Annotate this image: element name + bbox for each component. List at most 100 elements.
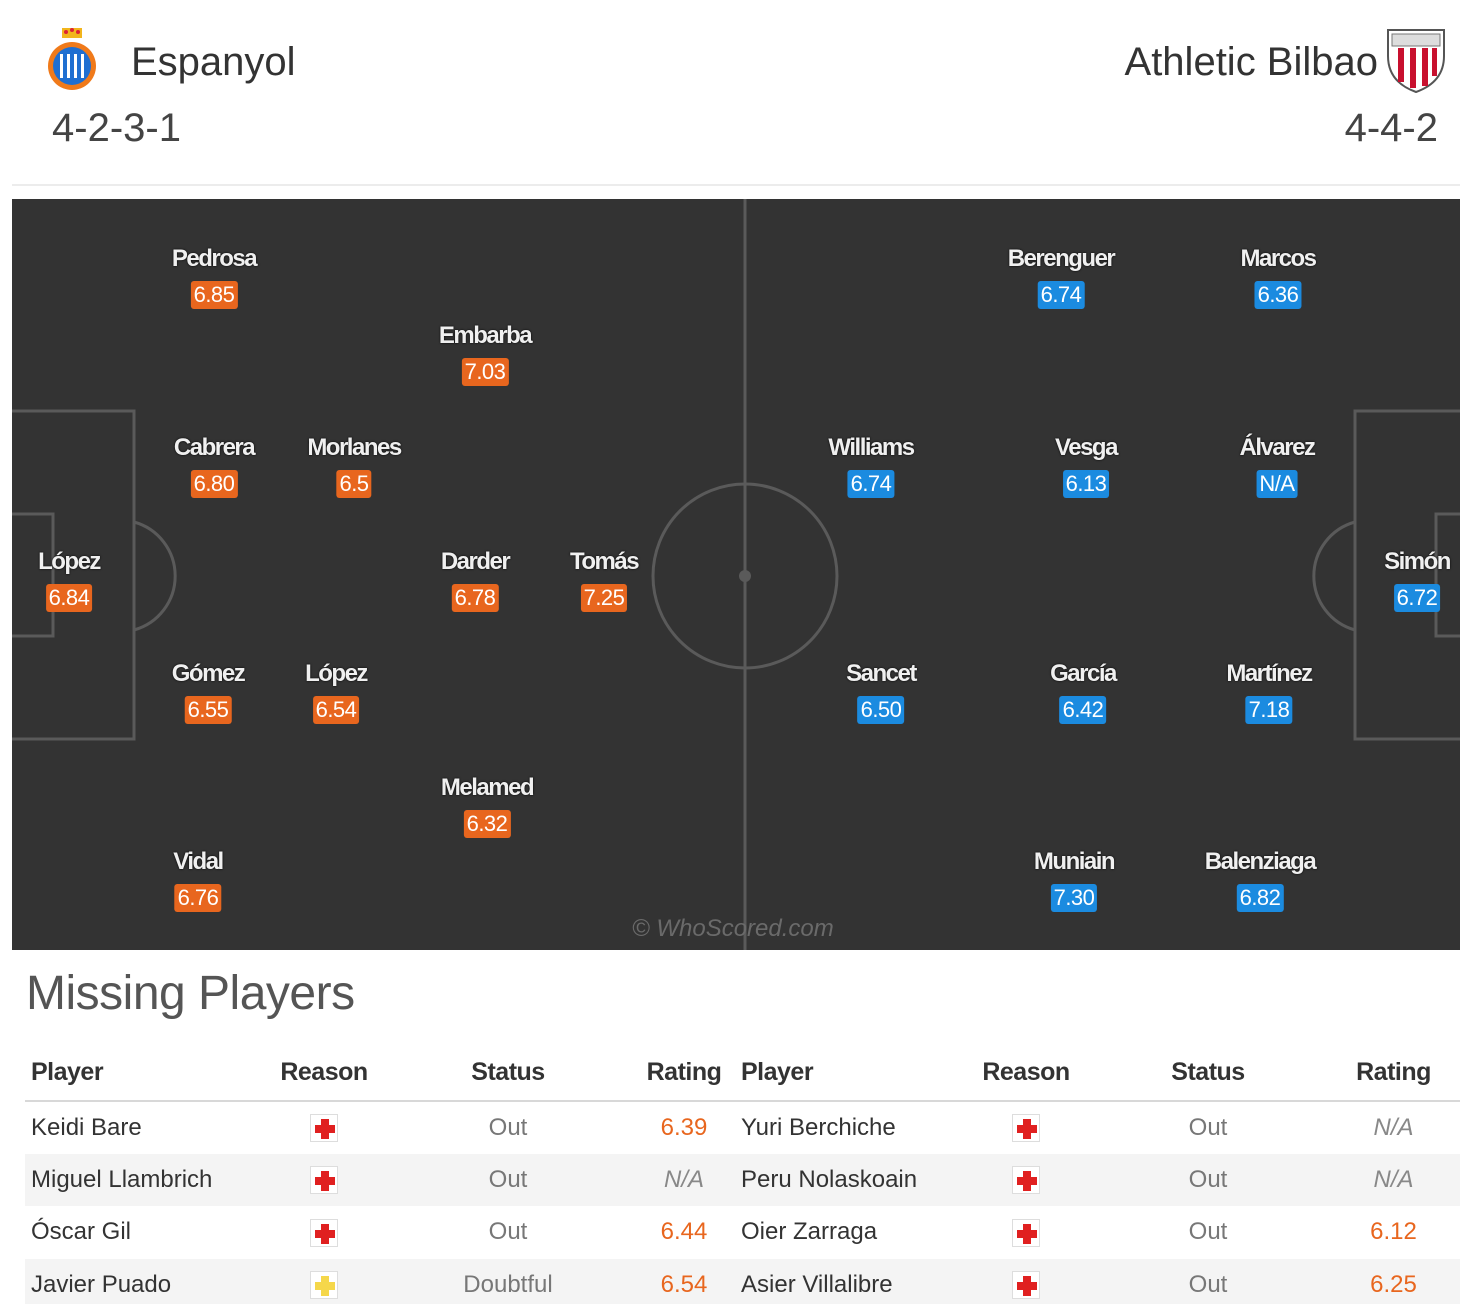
injury-icon[interactable] <box>310 1166 338 1195</box>
away-player-balenziaga[interactable]: Balenziaga 6.82 <box>1204 848 1317 912</box>
home-player-cabrera[interactable]: Cabrera 6.80 <box>173 434 256 498</box>
espanyol-crest-icon <box>48 28 96 90</box>
missing-player-name[interactable]: Asier Villalibre <box>735 1258 963 1304</box>
header-rating: Rating <box>633 1045 735 1102</box>
table-row: Miguel Llambrich Out N/A Peru Nolaskoain… <box>25 1153 1460 1206</box>
missing-status: Out <box>1089 1258 1327 1304</box>
player-name: Sancet <box>846 660 917 687</box>
missing-player-name[interactable]: Peru Nolaskoain <box>735 1153 963 1206</box>
player-rating: 6.55 <box>184 696 232 724</box>
player-name: Tomás <box>569 548 640 575</box>
injury-icon[interactable] <box>1012 1114 1040 1143</box>
home-player-pedrosa[interactable]: Pedrosa 6.85 <box>171 245 258 309</box>
formation-pitch: Pedrosa 6.85 Embarba 7.03 Cabrera 6.80 M… <box>12 199 1460 950</box>
match-header: Espanyol 4-2-3-1 Athletic Bilbao 4-4-2 <box>12 0 1460 186</box>
injury-icon[interactable] <box>1012 1271 1040 1300</box>
player-name: Muniain <box>1033 848 1116 875</box>
header-rating: Rating <box>1327 1045 1460 1102</box>
player-name: García <box>1050 660 1117 687</box>
player-name: Berenguer <box>1007 245 1116 272</box>
home-player-vidal[interactable]: Vidal 6.76 <box>173 848 224 912</box>
home-player-lopez[interactable]: López 6.54 <box>305 660 368 724</box>
player-rating: 6.80 <box>190 470 238 498</box>
player-name: Álvarez <box>1239 434 1316 461</box>
missing-status: Out <box>1188 1218 1228 1246</box>
player-name: Darder <box>440 548 511 575</box>
player-name: Marcos <box>1240 245 1317 272</box>
player-name: Gómez <box>171 660 246 687</box>
player-rating: 6.42 <box>1059 696 1107 724</box>
pitch-markings <box>12 199 1460 950</box>
header-status: Status <box>1089 1045 1327 1102</box>
header-player: Player <box>735 1045 963 1102</box>
missing-rating: 6.12 <box>1370 1218 1417 1246</box>
home-player-melamed[interactable]: Melamed 6.32 <box>440 774 535 838</box>
injury-icon[interactable] <box>1012 1218 1040 1247</box>
missing-player-name[interactable]: Oier Zarraga <box>741 1218 878 1246</box>
missing-rating: N/A <box>1373 1113 1414 1141</box>
away-player-marcos[interactable]: Marcos 6.36 <box>1240 245 1317 309</box>
away-player-vesga[interactable]: Vesga 6.13 <box>1055 434 1118 498</box>
player-name: Morlanes <box>307 434 402 461</box>
home-player-darder[interactable]: Darder 6.78 <box>440 548 511 612</box>
missing-rating: 6.44 <box>660 1218 708 1246</box>
home-player-embarba[interactable]: Embarba 7.03 <box>438 322 533 386</box>
player-rating: 6.50 <box>857 696 905 724</box>
missing-status: Out <box>1089 1153 1327 1206</box>
player-name: Balenziaga <box>1204 848 1317 875</box>
player-rating: 6.54 <box>312 696 360 724</box>
away-player-williams[interactable]: Williams 6.74 <box>828 434 915 498</box>
missing-status: Out <box>488 1218 528 1246</box>
away-formation: 4-4-2 <box>1344 106 1438 150</box>
player-name: Vesga <box>1055 434 1118 461</box>
injury-icon[interactable] <box>1012 1166 1040 1195</box>
home-player-lopez-gk[interactable]: López 6.84 <box>38 548 101 612</box>
away-player-sancet[interactable]: Sancet 6.50 <box>846 660 917 724</box>
missing-players-title: Missing Players <box>26 967 355 1020</box>
player-name: Embarba <box>438 322 533 349</box>
away-player-berenguer[interactable]: Berenguer 6.74 <box>1007 245 1116 309</box>
table-header-row: Player Reason Status Rating Player Reaso… <box>25 1045 1460 1102</box>
table-row: Óscar Gil Out 6.44 Oier Zarraga Out 6.12 <box>25 1206 1460 1259</box>
home-player-tomas[interactable]: Tomás 7.25 <box>569 548 640 612</box>
missing-rating: N/A <box>1327 1153 1460 1206</box>
away-player-garcia[interactable]: García 6.42 <box>1050 660 1117 724</box>
missing-status: Out <box>1188 1113 1228 1141</box>
player-name: López <box>305 660 368 687</box>
player-name: Melamed <box>440 774 535 801</box>
player-rating: 6.13 <box>1062 470 1110 498</box>
player-rating: 6.5 <box>336 470 372 498</box>
injury-icon[interactable] <box>310 1218 338 1247</box>
home-team-name[interactable]: Espanyol <box>131 40 296 84</box>
missing-player-name[interactable]: Yuri Berchiche <box>741 1113 896 1141</box>
away-player-martinez[interactable]: Martínez 7.18 <box>1226 660 1313 724</box>
away-player-simon[interactable]: Simón 6.72 <box>1384 548 1451 612</box>
player-name: Williams <box>828 434 915 461</box>
player-rating: 6.72 <box>1393 584 1441 612</box>
away-team-name[interactable]: Athletic Bilbao <box>1124 40 1378 84</box>
home-formation: 4-2-3-1 <box>52 106 181 150</box>
table-row: Javier Puado Doubtful 6.54 Asier Villali… <box>25 1258 1460 1304</box>
player-rating: 7.25 <box>580 584 628 612</box>
player-rating: 6.78 <box>451 584 499 612</box>
away-player-alvarez[interactable]: Álvarez N/A <box>1239 434 1316 498</box>
header-status: Status <box>383 1045 633 1102</box>
home-player-morlanes[interactable]: Morlanes 6.5 <box>307 434 402 498</box>
header-reason: Reason <box>265 1045 383 1102</box>
player-rating: 6.85 <box>190 281 238 309</box>
missing-status: Doubtful <box>383 1258 633 1304</box>
away-player-muniain[interactable]: Muniain 7.30 <box>1033 848 1116 912</box>
missing-rating: 6.25 <box>1327 1258 1460 1304</box>
doubtful-injury-icon[interactable] <box>310 1271 338 1300</box>
home-player-gomez[interactable]: Gómez 6.55 <box>171 660 246 724</box>
player-name: Cabrera <box>173 434 256 461</box>
player-name: Pedrosa <box>171 245 258 272</box>
header-reason: Reason <box>963 1045 1089 1102</box>
missing-player-name[interactable]: Javier Puado <box>25 1258 265 1304</box>
injury-icon[interactable] <box>310 1114 338 1143</box>
missing-rating: N/A <box>633 1153 735 1206</box>
missing-player-name[interactable]: Keidi Bare <box>31 1113 142 1141</box>
missing-player-name[interactable]: Óscar Gil <box>31 1218 132 1246</box>
missing-player-name[interactable]: Miguel Llambrich <box>25 1153 265 1206</box>
player-rating: 6.74 <box>1037 281 1085 309</box>
